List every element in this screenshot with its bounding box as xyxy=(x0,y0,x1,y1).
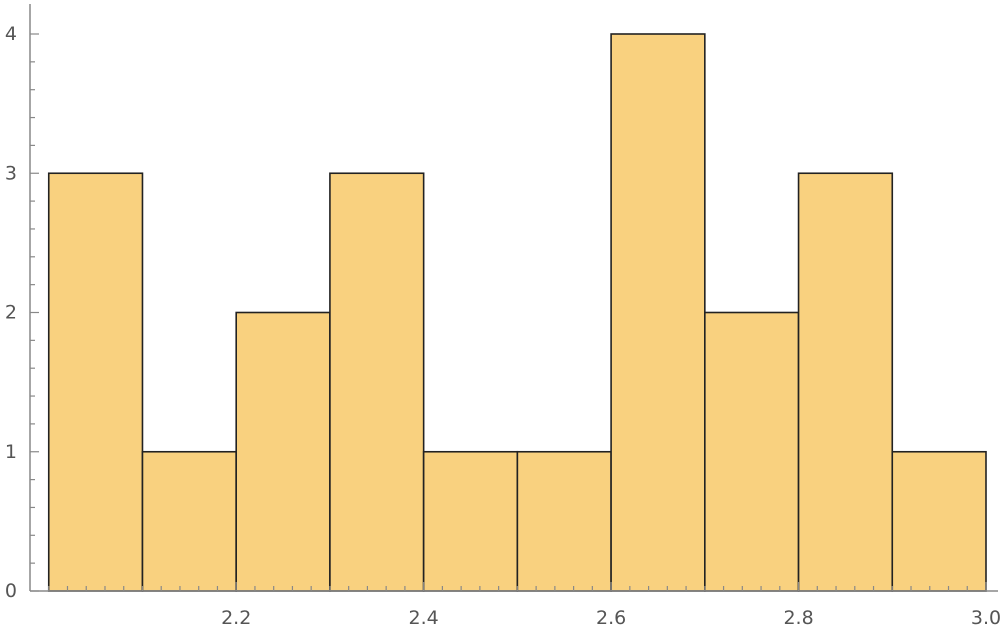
y-tick-label: 3 xyxy=(5,162,17,184)
x-axis-ticks: 2.2 2.4 2.6 2.8 3.0 xyxy=(48,582,1000,629)
histogram-bar-4 xyxy=(329,172,425,592)
histogram-bar-1 xyxy=(47,172,144,592)
y-axis-ticks: 0 1 2 3 4 xyxy=(5,23,39,602)
histogram-bar-8 xyxy=(704,311,800,592)
y-tick-label: 1 xyxy=(5,441,17,463)
y-tick-label: 0 xyxy=(5,580,17,602)
y-tick-label: 2 xyxy=(5,302,17,324)
y-tick-label: 4 xyxy=(5,23,17,45)
x-tick-label: 3.0 xyxy=(971,607,1000,629)
histogram-bar-7 xyxy=(610,33,706,592)
x-tick-label: 2.2 xyxy=(221,607,251,629)
bars xyxy=(47,33,987,592)
histogram-bar-2 xyxy=(141,450,237,592)
histogram-bar-3 xyxy=(235,311,331,592)
histogram-bar-6 xyxy=(516,450,612,592)
axes: 2.2 2.4 2.6 2.8 3.0 0 1 2 3 4 xyxy=(5,4,1000,629)
histogram-bar-9 xyxy=(797,172,894,592)
x-tick-label: 2.6 xyxy=(596,607,626,629)
histogram-bar-5 xyxy=(422,450,519,592)
x-tick-label: 2.8 xyxy=(783,607,813,629)
histogram-bar-10 xyxy=(891,450,987,592)
x-tick-label: 2.4 xyxy=(409,607,439,629)
